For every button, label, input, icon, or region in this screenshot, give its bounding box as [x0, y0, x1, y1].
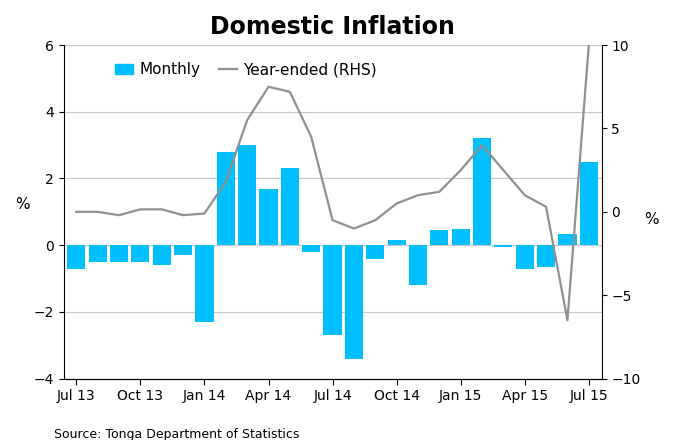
- Bar: [195, 245, 214, 322]
- Bar: [324, 245, 342, 335]
- Bar: [88, 245, 106, 262]
- Bar: [494, 245, 512, 247]
- Bar: [174, 245, 192, 255]
- Bar: [110, 245, 128, 262]
- Bar: [580, 162, 598, 245]
- Bar: [153, 245, 171, 265]
- Bar: [131, 245, 150, 262]
- Bar: [366, 245, 384, 259]
- Bar: [452, 228, 470, 245]
- Bar: [388, 240, 406, 245]
- Bar: [281, 169, 299, 245]
- Bar: [409, 245, 427, 285]
- Bar: [558, 234, 576, 245]
- Y-axis label: %: %: [15, 197, 30, 212]
- Legend: Monthly, Year-ended (RHS): Monthly, Year-ended (RHS): [109, 56, 383, 83]
- Bar: [537, 245, 555, 267]
- Bar: [302, 245, 320, 252]
- Y-axis label: %: %: [644, 212, 659, 227]
- Title: Domestic Inflation: Domestic Inflation: [210, 15, 455, 39]
- Bar: [473, 139, 491, 245]
- Bar: [217, 152, 235, 245]
- Text: Source: Tonga Department of Statistics: Source: Tonga Department of Statistics: [54, 428, 299, 440]
- Bar: [238, 145, 256, 245]
- Bar: [345, 245, 363, 359]
- Bar: [430, 230, 448, 245]
- Bar: [259, 188, 278, 245]
- Bar: [67, 245, 86, 268]
- Bar: [516, 245, 534, 268]
